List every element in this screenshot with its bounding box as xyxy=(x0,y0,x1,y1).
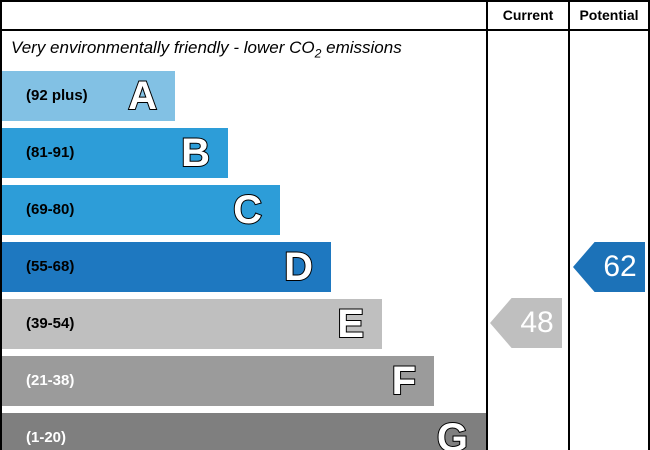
band-g-bar: (1-20) G xyxy=(2,413,486,450)
band-f-bar: (21-38) F xyxy=(2,356,434,406)
chart-title-text: Very environmentally friendly - lower CO xyxy=(11,38,315,57)
band-b-range-label: (81-91) xyxy=(26,144,75,161)
current-column-header: Current xyxy=(502,7,554,23)
band-d-range-label: (55-68) xyxy=(26,258,75,275)
header-divider xyxy=(2,29,648,31)
band-f-letter: F xyxy=(391,358,417,404)
band-f-range-label: (21-38) xyxy=(26,372,75,389)
band-a-bar: (92 plus) A xyxy=(2,71,175,121)
potential-value-arrow: 62 xyxy=(573,242,645,292)
potential-column-divider xyxy=(568,2,570,450)
band-e-range-label: (39-54) xyxy=(26,315,75,332)
band-a-letter: A xyxy=(127,73,158,119)
chart-title-subscript: 2 xyxy=(314,46,322,61)
band-d-bar: (55-68) D xyxy=(2,242,331,292)
potential-value: 62 xyxy=(603,250,637,283)
band-c-bar: (69-80) C xyxy=(2,185,280,235)
band-a-range-label: (92 plus) xyxy=(26,87,88,104)
band-c-range-label: (69-80) xyxy=(26,201,75,218)
potential-column-header: Potential xyxy=(579,7,639,23)
chart-title-suffix: emissions xyxy=(321,38,402,57)
current-column-divider xyxy=(486,2,488,450)
band-c-letter: C xyxy=(232,187,263,233)
band-e-letter: E xyxy=(336,301,365,347)
current-value: 48 xyxy=(520,306,554,339)
band-b-bar: (81-91) B xyxy=(2,128,228,178)
band-g-range-label: (1-20) xyxy=(26,429,67,446)
band-g-letter: G xyxy=(436,415,469,450)
band-b-letter: B xyxy=(180,130,211,176)
chart-title: Very environmentally friendly - lower CO… xyxy=(11,38,481,60)
current-value-arrow: 48 xyxy=(490,298,562,348)
band-e-bar: (39-54) E xyxy=(2,299,382,349)
band-d-letter: D xyxy=(283,244,314,290)
